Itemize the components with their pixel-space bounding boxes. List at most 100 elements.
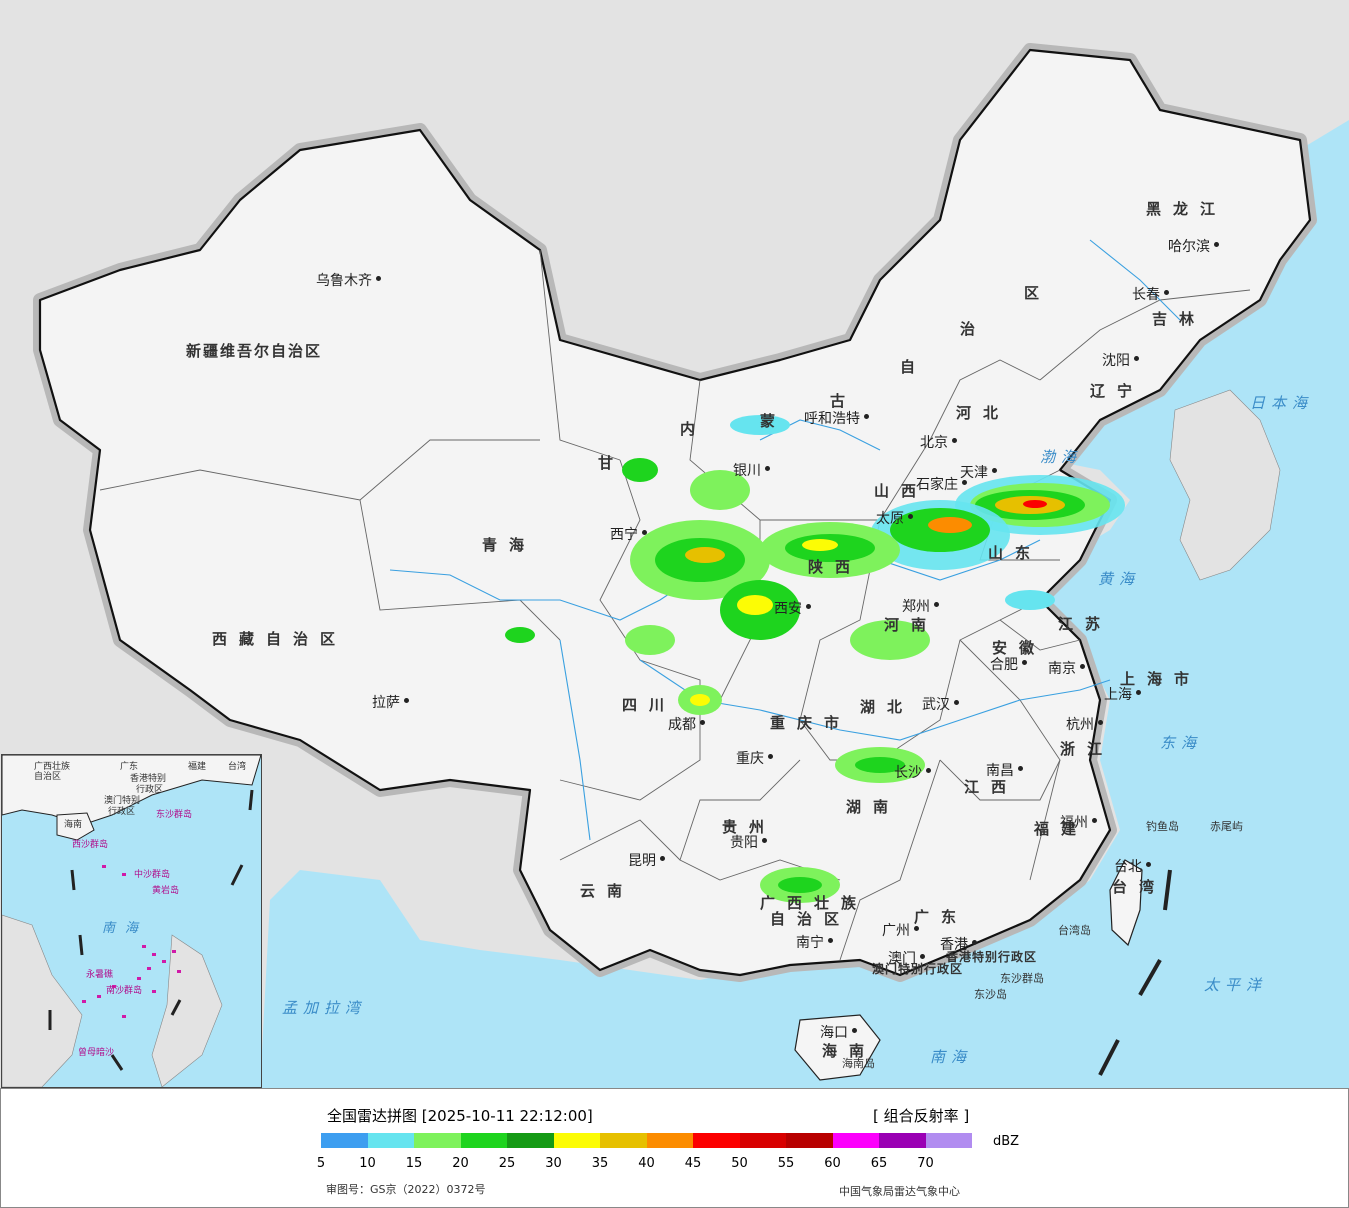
inset-label: 黄岩岛	[152, 886, 180, 896]
hainan-island	[794, 1014, 881, 1081]
province-label: 江苏	[1058, 615, 1113, 633]
south-china-sea-inset: 广西壮族 自治区 广东 福建 台湾 香港特别 行政区 澳门特别 行政区 东沙群岛 海南 西沙群岛 中沙群…	[1, 754, 262, 1088]
province-label: 安徽	[992, 639, 1047, 657]
colorbar-swatch	[832, 1133, 879, 1148]
colorbar-tick-label: 20	[452, 1156, 469, 1171]
city-label: 太原	[876, 511, 904, 527]
colorbar-swatch	[786, 1133, 833, 1148]
province-label: 陕西	[808, 558, 863, 576]
province-label: 青海	[482, 536, 537, 554]
city-label: 杭州	[1066, 717, 1094, 733]
inset-label: 西沙群岛	[72, 840, 109, 850]
province-label: 黑龙江	[1146, 200, 1228, 218]
taiwan-island	[1109, 859, 1143, 947]
sea-label: 东海	[1160, 734, 1203, 752]
colorbar-tick-label: 35	[591, 1156, 609, 1171]
reflectivity-colorbar	[321, 1133, 972, 1148]
province-label: 台湾	[1112, 878, 1167, 896]
province-label: 新疆维吾尔自治区	[186, 342, 323, 360]
city-label: 长春	[1132, 287, 1160, 303]
city-label: 天津	[960, 465, 988, 481]
province-label: 广西壮族	[760, 894, 869, 912]
city-marker	[864, 414, 869, 419]
city-marker	[1164, 290, 1169, 295]
map-approval-number: 审图号：GS京（2022）0372号	[326, 1183, 486, 1196]
city-label: 沈阳	[1102, 353, 1130, 369]
city-marker	[852, 1028, 857, 1033]
city-label: 呼和浩特	[804, 411, 860, 427]
colorbar-tick-label: 5	[316, 1156, 326, 1171]
city-marker	[954, 700, 959, 705]
province-label: 广东	[914, 908, 969, 926]
province-label: 重庆市	[770, 714, 852, 732]
city-marker	[642, 530, 647, 535]
colorbar-tick-label: 15	[405, 1156, 423, 1171]
province-label: 蒙	[760, 412, 788, 430]
city-marker	[404, 698, 409, 703]
city-label: 武汉	[922, 697, 950, 713]
province-label: 浙江	[1060, 740, 1115, 758]
province-label: 上海市	[1120, 670, 1202, 688]
colorbar-swatch	[646, 1133, 693, 1148]
city-marker	[1092, 818, 1097, 823]
province-label: 湖南	[846, 798, 901, 816]
city-label: 昆明	[628, 853, 656, 869]
city-label: 南京	[1048, 661, 1076, 677]
city-marker	[1146, 862, 1151, 867]
colorbar-tick-label: 30	[545, 1156, 562, 1171]
inset-label: 澳门特别	[104, 796, 141, 806]
city-marker	[962, 480, 967, 485]
city-marker	[1018, 766, 1023, 771]
inset-label: 台湾	[228, 762, 247, 772]
inset-label: 香港特别	[130, 774, 167, 784]
province-label: 甘	[598, 454, 626, 472]
colorbar-swatch	[600, 1133, 647, 1148]
radar-echoes	[505, 415, 1125, 903]
colorbar-swatch	[879, 1133, 926, 1148]
colorbar-swatch	[321, 1133, 368, 1148]
colorbar-swatch	[414, 1133, 461, 1148]
city-label: 香港	[940, 937, 968, 953]
inset-label: 中沙群岛	[134, 870, 171, 880]
colorbar-swatch	[739, 1133, 786, 1148]
city-marker	[1022, 660, 1027, 665]
island-label: 赤尾屿	[1210, 820, 1243, 833]
sea-label: 孟加拉湾	[282, 999, 367, 1017]
inset-label: 福建	[188, 762, 207, 772]
sea-label: 南海	[930, 1048, 973, 1066]
colorbar-tick-label: 45	[684, 1156, 702, 1171]
city-label: 西安	[774, 601, 802, 617]
colorbar-swatch	[693, 1133, 740, 1148]
colorbar-tick-label: 65	[870, 1156, 888, 1171]
colorbar-tick-label: 40	[638, 1156, 655, 1171]
city-label: 成都	[668, 717, 696, 733]
province-label: 湖北	[860, 698, 915, 716]
city-label: 广州	[882, 923, 910, 939]
unit-label: dBZ	[993, 1134, 1020, 1149]
city-label: 贵阳	[730, 835, 758, 851]
island-label: 钓鱼岛	[1146, 820, 1179, 833]
city-label: 海口	[820, 1025, 848, 1041]
sea-label: 渤海	[1040, 448, 1083, 466]
product-name: [ 组合反射率 ]	[873, 1107, 970, 1125]
city-label: 西宁	[610, 527, 638, 543]
city-label: 拉萨	[372, 695, 400, 711]
map-area: 乌鲁木齐 拉萨 西宁 银川 呼和浩特 北京 天津 石家庄 太原 西安 郑州 成都 重庆 武汉 合肥 南京 上海杭…	[0, 0, 1349, 1088]
province-label: 山西	[874, 482, 929, 500]
colorbar-swatch	[553, 1133, 600, 1148]
city-marker	[1080, 664, 1085, 669]
city-marker	[762, 838, 767, 843]
china-map-canvas	[33, 43, 1349, 1088]
colorbar-tick-label: 50	[731, 1156, 748, 1171]
nine-dash-line	[1098, 869, 1172, 1076]
city-marker	[934, 602, 939, 607]
colorbar-swatch	[925, 1133, 972, 1148]
inset-label: 曾母暗沙	[78, 1048, 115, 1058]
province-label: 山东	[988, 544, 1043, 562]
city-marker	[1134, 356, 1139, 361]
colorbar-swatch	[460, 1133, 507, 1148]
province-label: 四川	[622, 696, 677, 714]
city-label: 合肥	[990, 657, 1018, 673]
island-label: 海南岛	[842, 1057, 875, 1070]
island-label: 台湾岛	[1058, 924, 1091, 937]
